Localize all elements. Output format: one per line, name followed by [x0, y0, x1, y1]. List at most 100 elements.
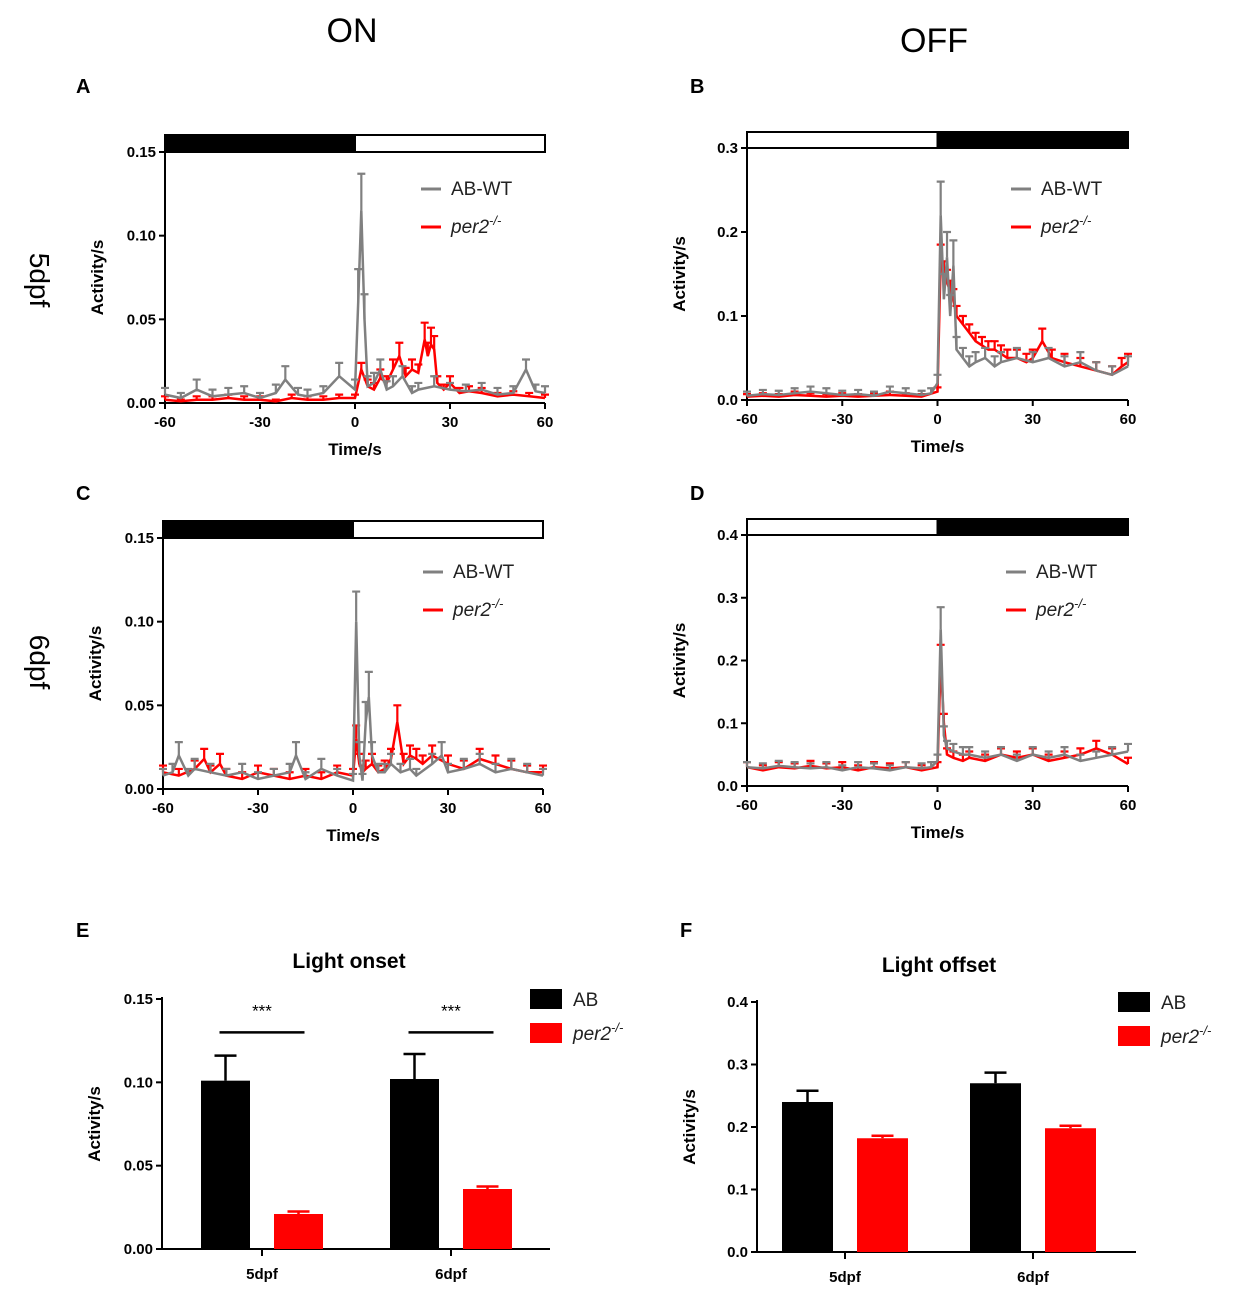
error-bar-wt-b — [1092, 361, 1101, 371]
error-bar-wt-d — [943, 739, 952, 749]
y-tick-label-a: 0.15 — [127, 144, 156, 161]
error-bar-wt-d — [790, 761, 799, 768]
error-bar-mutant-a — [420, 321, 429, 340]
error-bar-mutant-a — [192, 395, 201, 400]
error-bar-wt-a — [414, 381, 423, 390]
y-axis-title-b: Activity/s — [670, 236, 689, 312]
error-bar-wt-a — [161, 386, 169, 395]
error-bar-mutant-5dpf — [287, 1210, 310, 1214]
error-bar-wt-c — [333, 767, 342, 776]
error-bar-mutant-a — [414, 363, 423, 373]
error-bar-mutant-a — [287, 393, 296, 398]
error-bar-wt-b — [933, 373, 942, 384]
error-bar-wt-a — [351, 378, 359, 390]
error-bar-wt-c — [539, 767, 547, 776]
panel-letter-a: A — [76, 76, 90, 98]
panel-b-chart: 0.0 0.1 0.2 0.3 -60 -30 0 30 60 Time/s Activity/s A… — [670, 131, 1136, 456]
error-bar-wt-d — [936, 606, 945, 630]
error-bar-wt-a — [319, 385, 328, 393]
error-bar-mutant-a — [541, 393, 549, 398]
bar-ab-5dpf — [201, 1080, 250, 1249]
error-bar-wt-b — [917, 389, 926, 395]
x-tick-label-a: 60 — [537, 414, 554, 431]
error-bar-wt-b — [806, 385, 815, 392]
error-bar-mutant-a — [389, 358, 397, 370]
y-tick-label-b: 0.3 — [717, 140, 738, 157]
error-bar-wt-d — [917, 762, 926, 769]
error-bar-ab-5dpf — [214, 1054, 237, 1081]
phase-bar-after-c — [352, 520, 544, 539]
error-bar-ab-5dpf — [796, 1089, 819, 1102]
x-tick-label-c: 30 — [440, 800, 457, 817]
error-bar-wt-a — [382, 380, 391, 390]
x-tick-label-d: 0 — [933, 797, 941, 814]
error-bar-wt-c — [355, 741, 364, 756]
y-tick-label-a: 0.00 — [127, 395, 156, 412]
error-bar-wt-c — [444, 762, 452, 773]
error-bar-wt-b — [965, 355, 974, 367]
column-title-on: ON — [327, 12, 378, 50]
error-bar-wt-c — [387, 752, 395, 764]
error-bar-wt-d — [885, 764, 894, 771]
error-bar-wt-d — [901, 761, 910, 768]
error-bar-mutant-c — [444, 754, 452, 764]
y-tick-label-f: 0.4 — [727, 994, 749, 1011]
error-bar-wt-b — [1124, 355, 1132, 367]
legend-label-mutant-a: per2-/- — [450, 213, 502, 238]
legend-label-ab-f: AB — [1161, 993, 1186, 1014]
x-axis-title-a: Time/s — [328, 440, 382, 459]
error-bar-wt-d — [758, 762, 767, 769]
panel-f-chart: Light offset 0.0 0.1 0.2 0.3 0.4 Activity/s 5dp… — [680, 954, 1212, 1286]
x-tick-label-b: -60 — [736, 411, 758, 428]
legend-label-wt-c: AB-WT — [453, 562, 515, 583]
error-bar-wt-b — [939, 272, 948, 300]
error-bar-wt-d — [1028, 745, 1037, 755]
error-bar-mutant-a — [357, 361, 366, 370]
chart-title-e: Light onset — [292, 950, 405, 973]
error-bar-wt-a — [240, 385, 249, 393]
error-bar-mutant-c — [254, 764, 262, 773]
legend-label-ab-e: AB — [573, 990, 598, 1011]
phase-bar-before-c — [162, 520, 354, 539]
bar-ab-6dpf — [390, 1079, 439, 1249]
y-tick-label-e: 0.00 — [124, 1241, 153, 1258]
error-bar-mutant-a — [525, 391, 534, 397]
error-bar-mutant-b — [977, 335, 986, 346]
legend-swatch-ab-f — [1118, 992, 1150, 1012]
error-bar-wt-b — [1028, 351, 1037, 363]
error-bar-wt-b — [1076, 351, 1085, 363]
error-bar-wt-c — [406, 757, 414, 769]
panel-letter-b: B — [690, 76, 704, 98]
y-tick-label-f: 0.0 — [727, 1244, 748, 1261]
y-axis-title-e: Activity/s — [85, 1086, 104, 1162]
error-bar-mutant-b — [1117, 356, 1126, 367]
error-bar-mutant-a — [271, 398, 280, 402]
error-bar-mutant-6dpf — [476, 1185, 499, 1189]
error-bar-wt-b — [885, 385, 894, 392]
error-bar-mutant-b — [806, 392, 815, 396]
row-label-5dpf: 5dpf — [24, 253, 55, 308]
x-axis-title-b: Time/s — [911, 437, 965, 456]
error-bar-wt-b — [901, 387, 910, 394]
x-tick-label-a: 30 — [442, 414, 459, 431]
panel-e-chart: Light onset 0.00 0.05 0.10 0.15 Activity/s 5dp… — [85, 950, 624, 1283]
error-bar-wt-c — [428, 752, 437, 764]
error-bar-mutant-a — [446, 375, 454, 383]
x-tick-label-b: -30 — [831, 411, 853, 428]
phase-bar-after-a — [354, 134, 546, 153]
error-bar-wt-d — [806, 762, 815, 769]
x-tick-label-a: -60 — [154, 414, 176, 431]
error-bar-wt-a — [461, 383, 470, 392]
error-bar-mutant-a — [408, 358, 416, 370]
y-tick-label-a: 0.10 — [127, 228, 156, 245]
bar-mutant-5dpf — [274, 1214, 323, 1249]
error-bar-wt-c — [184, 767, 193, 776]
error-bar-wt-a — [531, 383, 540, 392]
phase-bar-before-d — [746, 518, 939, 536]
error-bar-wt-a — [335, 361, 344, 377]
error-bar-wt-d — [1012, 753, 1021, 761]
error-bar-mutant-5dpf — [871, 1134, 894, 1139]
y-tick-label-c: 0.00 — [125, 781, 154, 798]
error-bar-wt-a — [354, 268, 363, 303]
error-bar-wt-c — [475, 752, 484, 764]
